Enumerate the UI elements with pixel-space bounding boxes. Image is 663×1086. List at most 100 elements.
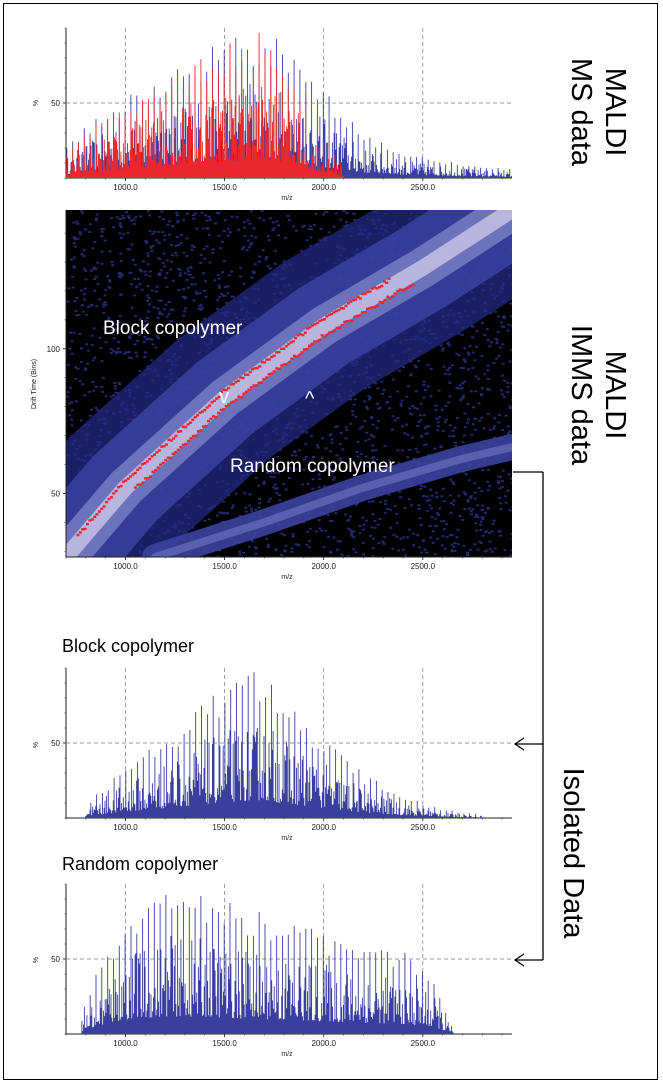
x-tick-label: 2000.0 [311, 183, 336, 192]
selected-point [95, 513, 99, 516]
selected-point [133, 486, 137, 489]
selected-point [219, 408, 223, 412]
y-axis-label: % [33, 957, 40, 963]
selected-point [143, 462, 147, 465]
selected-point [381, 301, 385, 304]
selected-point [292, 354, 296, 358]
selected-point [179, 446, 183, 449]
selected-point [388, 297, 392, 300]
selected-point [181, 443, 185, 447]
selected-point [166, 456, 170, 459]
selected-point [335, 326, 339, 330]
selected-point [277, 367, 281, 370]
selected-point [244, 373, 247, 376]
selected-point [161, 461, 165, 465]
selected-point [153, 453, 156, 456]
selected-point [78, 531, 82, 534]
selected-point [136, 483, 140, 486]
selected-point [358, 314, 362, 317]
x-tick-label: 1500.0 [212, 183, 237, 192]
selected-point [296, 334, 300, 337]
up-chevron-annotation: ^ [305, 388, 315, 410]
selected-point [179, 430, 183, 433]
selected-point [349, 300, 353, 303]
selected-point [145, 460, 149, 463]
selected-point [272, 354, 276, 357]
side-label-isolated: Isolated Data [557, 768, 589, 940]
selected-point [370, 287, 374, 290]
selected-point [248, 370, 252, 374]
selected-point [338, 326, 342, 330]
block-copolymer-title: Block copolymer [62, 636, 194, 656]
selected-point [136, 468, 140, 471]
selected-point [88, 519, 92, 522]
figure-frame [3, 3, 658, 1080]
selected-point [403, 288, 407, 291]
selected-point [150, 455, 154, 458]
random-copolymer-annotation: Random copolymer [230, 456, 395, 477]
selected-point [212, 399, 216, 402]
selected-point [378, 300, 382, 304]
y-axis-label: % [33, 742, 40, 748]
selected-point [124, 479, 128, 482]
y-axis-label: Drift Time (Bins) [31, 359, 38, 409]
selected-point [176, 430, 180, 433]
x-tick-label: 2000.0 [311, 1039, 336, 1048]
selected-point [246, 373, 250, 376]
selected-point [282, 347, 286, 350]
selected-point [308, 326, 312, 329]
selected-point [194, 434, 198, 437]
selected-point [260, 381, 263, 384]
selected-point [172, 437, 176, 440]
selected-point [368, 306, 372, 310]
heatmap-bands [66, 210, 512, 557]
x-tick-label: 1000.0 [113, 1039, 138, 1048]
selected-point [232, 400, 236, 403]
selected-point [241, 376, 245, 380]
selected-point [361, 292, 365, 296]
selected-point [323, 335, 327, 339]
selected-point [351, 299, 355, 302]
selected-point [262, 378, 266, 381]
selected-point [306, 327, 310, 330]
x-tick-label: 1000.0 [113, 183, 138, 192]
selected-point [229, 383, 233, 386]
selected-point [301, 333, 305, 337]
spectrum-peaks [85, 672, 483, 818]
selected-point [126, 477, 130, 480]
selected-point [224, 388, 228, 392]
selected-point [105, 500, 109, 504]
block-copolymer-annotation: Block copolymer [103, 318, 243, 339]
selected-point [289, 341, 293, 344]
selected-point [272, 370, 276, 373]
selected-point [196, 430, 200, 433]
selected-point [318, 319, 322, 323]
selected-points [76, 277, 415, 537]
arrow-head-block [513, 737, 525, 751]
grid [66, 668, 512, 818]
selected-point [385, 281, 389, 284]
selected-point [234, 380, 238, 384]
selected-point [204, 424, 208, 428]
selected-point [107, 497, 111, 501]
y-tick-label: 50 [51, 955, 60, 964]
spectrum-peaks [65, 32, 344, 178]
selected-point [325, 333, 329, 337]
selected-point [167, 438, 171, 441]
selected-point [76, 533, 80, 537]
side-label-isolated-text: Isolated Data [557, 768, 589, 940]
selected-point [100, 507, 104, 510]
selected-point [318, 338, 321, 342]
selected-point [205, 406, 209, 409]
ms-spectrum-chart: 1000.0 1500.0 2000.0 2500.0 50 m/z % [33, 27, 512, 202]
selected-point [131, 473, 135, 476]
selected-point [165, 443, 168, 446]
random-copolymer-title: Random copolymer [62, 854, 218, 874]
selected-point [119, 484, 123, 488]
selected-point [112, 492, 116, 495]
selected-point [148, 457, 152, 461]
selected-point [188, 421, 192, 424]
grid [66, 884, 512, 1034]
selected-point [138, 483, 142, 486]
